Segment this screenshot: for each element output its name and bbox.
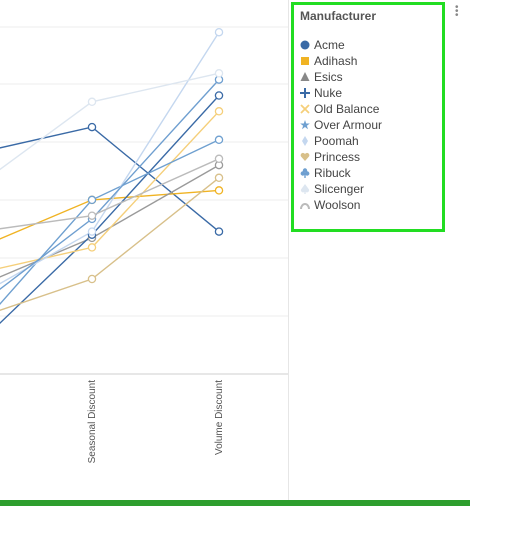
data-point [214, 173, 224, 183]
data-point [87, 195, 97, 205]
plus-icon [300, 87, 310, 99]
legend-item-label: Woolson [314, 198, 361, 212]
x-icon [300, 103, 310, 115]
legend-item-label: Nuke [314, 86, 343, 100]
data-point [214, 27, 224, 37]
data-point [214, 135, 224, 145]
series-line [0, 31, 220, 285]
legend-item-label: Ribuck [314, 166, 351, 180]
data-point [87, 243, 97, 252]
circle-icon [300, 39, 310, 51]
data-point [87, 274, 97, 284]
bottom-strip [0, 500, 470, 506]
triangle-icon [300, 71, 310, 83]
legend-item[interactable]: Princess [300, 149, 442, 165]
heart-icon [300, 151, 310, 163]
legend-item[interactable]: Nuke [300, 85, 442, 101]
legend-item[interactable]: Esics [300, 69, 442, 85]
data-point [87, 122, 97, 132]
legend-item-label: Princess [314, 150, 361, 164]
legend-item[interactable]: Woolson [300, 197, 442, 213]
legend-item[interactable]: Ribuck [300, 165, 442, 181]
legend-item[interactable]: Adihash [300, 53, 442, 69]
club-icon [300, 167, 310, 179]
spade-icon [300, 183, 310, 195]
data-point [87, 97, 97, 107]
legend-item-label: Old Balance [314, 102, 380, 116]
panel-divider [288, 0, 289, 506]
series-line [0, 72, 220, 171]
x-tick-label: Volume Discount [214, 380, 225, 455]
legend-item-label: Poomah [314, 134, 359, 148]
more-options-icon[interactable]: • • • [455, 2, 459, 21]
data-point [87, 211, 97, 220]
legend-item-label: Acme [314, 38, 345, 52]
visualization-panel: Seasonal Discount Volume Discount Manufac… [0, 0, 460, 506]
data-point [214, 69, 224, 78]
series-line [0, 158, 220, 230]
diamond-icon [300, 135, 310, 147]
legend-item[interactable]: Over Armour [300, 117, 442, 133]
legend-items: Acme Adihash Esics Nuke Old Balance Over Armo… [300, 37, 442, 213]
legend: Manufacturer Acme Adihash Esics Nuke Old Bal… [291, 2, 445, 232]
legend-item[interactable]: Slicenger [300, 181, 442, 197]
series-line [0, 95, 220, 325]
legend-item[interactable]: Acme [300, 37, 442, 53]
legend-item-label: Over Armour [314, 118, 383, 132]
data-point [214, 154, 224, 164]
legend-title: Manufacturer [300, 9, 377, 23]
data-point [214, 107, 224, 116]
data-point [214, 227, 224, 236]
chart-area: Seasonal Discount Volume Discount [0, 26, 288, 464]
x-tick-label: Seasonal Discount [87, 380, 98, 464]
legend-item-label: Slicenger [314, 182, 365, 196]
square-icon [300, 55, 310, 67]
data-point [214, 186, 224, 195]
line-chart: Seasonal Discount Volume Discount [0, 26, 288, 464]
data-point [87, 227, 97, 236]
legend-item[interactable]: Old Balance [300, 101, 442, 117]
legend-item-label: Esics [314, 70, 343, 84]
data-point [214, 91, 224, 100]
legend-item[interactable]: Poomah [300, 133, 442, 149]
arc-icon [300, 199, 310, 211]
star-icon [300, 119, 310, 131]
legend-item-label: Adihash [314, 54, 358, 68]
